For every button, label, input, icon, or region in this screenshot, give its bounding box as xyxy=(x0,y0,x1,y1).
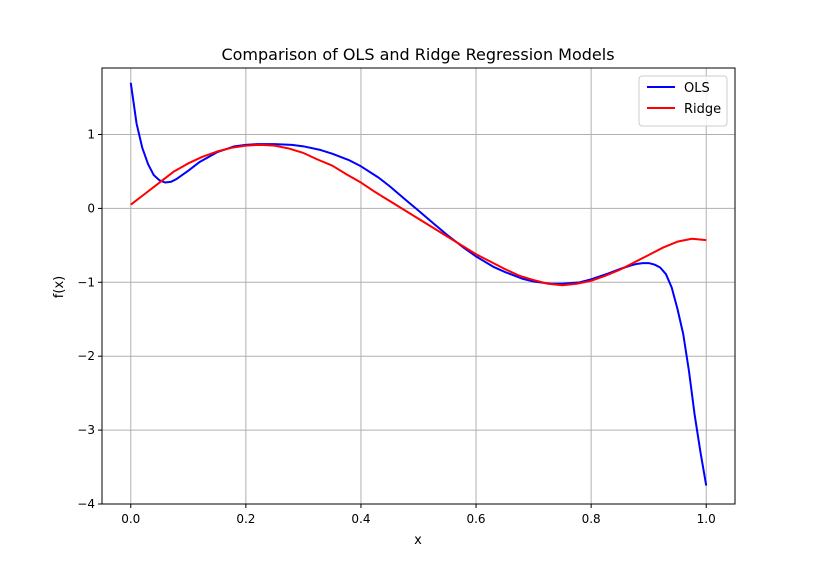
series-line-ols xyxy=(129,82,708,486)
y-tick-label: −3 xyxy=(77,423,95,437)
x-axis-label: x xyxy=(414,533,422,548)
legend-label-ridge: Ridge xyxy=(684,102,721,117)
chart-title: Comparison of OLS and Ridge Regression M… xyxy=(221,45,614,64)
x-axis: 0.0 0.2 0.4 0.6 0.8 1.0 xyxy=(121,504,716,526)
series-line-ridge xyxy=(130,143,707,287)
y-tick-label: −2 xyxy=(77,349,95,363)
x-tick-label: 0.8 xyxy=(582,512,601,526)
y-tick-label: 1 xyxy=(87,128,95,142)
y-tick-label: 0 xyxy=(87,201,95,215)
x-tick-label: 0.6 xyxy=(466,512,485,526)
legend-box xyxy=(638,75,728,127)
x-tick-label: 0.2 xyxy=(236,512,255,526)
legend: OLS Ridge xyxy=(638,75,728,127)
axes-frame xyxy=(101,67,736,505)
y-axis-label: f(x) xyxy=(52,276,67,298)
y-tick-label: −1 xyxy=(77,275,95,289)
x-tick-label: 0.4 xyxy=(351,512,370,526)
y-tick-label: −4 xyxy=(77,497,95,511)
grid xyxy=(102,68,735,505)
series-group xyxy=(129,82,708,486)
x-tick-label: 0.0 xyxy=(121,512,140,526)
y-axis: −4 −3 −2 −1 0 1 xyxy=(77,128,102,511)
legend-label-ols: OLS xyxy=(684,81,710,96)
x-tick-label: 1.0 xyxy=(697,512,716,526)
